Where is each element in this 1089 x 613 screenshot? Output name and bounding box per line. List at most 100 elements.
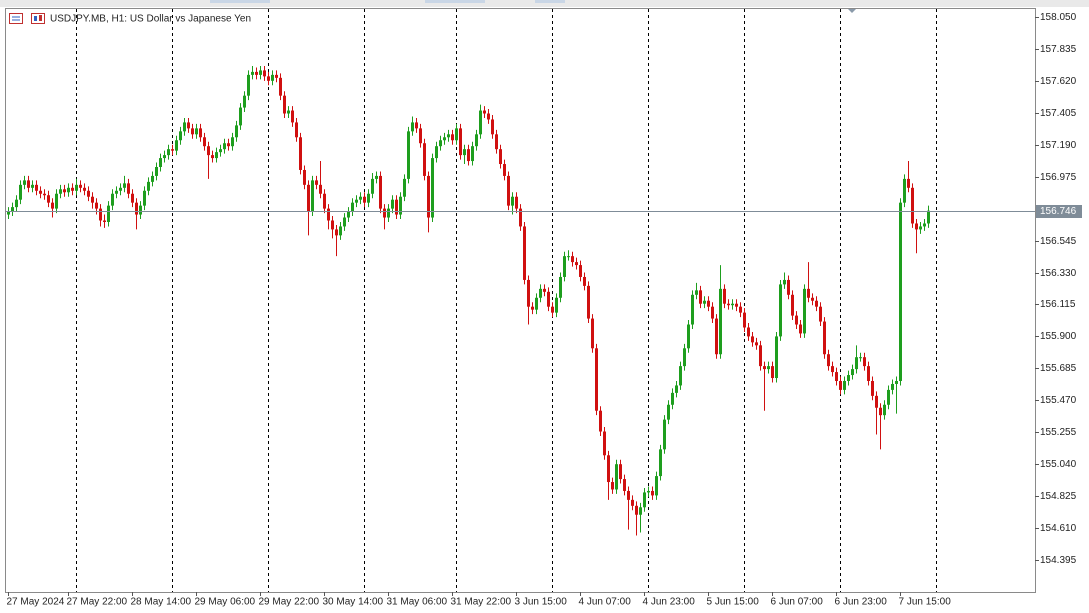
candle-body (847, 375, 850, 381)
candle-body (543, 288, 546, 292)
candle-body (811, 297, 814, 301)
candle-body (263, 70, 266, 77)
candle-body (311, 180, 314, 212)
x-tick-label: 27 May 22:00 (67, 597, 128, 608)
candle-body (895, 380, 898, 384)
candle-body (427, 175, 430, 218)
icon[interactable] (9, 13, 23, 24)
candle-body (495, 134, 498, 150)
x-tick-label: 30 May 14:00 (323, 597, 384, 608)
tab[interactable] (210, 0, 270, 3)
candle-body (443, 137, 446, 141)
tab[interactable] (425, 0, 485, 3)
candle-body (283, 95, 286, 114)
candle-body (383, 208, 386, 218)
candle-body (567, 256, 570, 258)
candle-body (739, 306, 742, 313)
candle-body (883, 404, 886, 416)
y-tick-label: 155.470 (1040, 395, 1077, 406)
candle-body (315, 180, 318, 185)
candle-body (171, 149, 174, 151)
x-tick-label: 3 Jun 15:00 (515, 597, 568, 608)
candle-body (191, 128, 194, 135)
candle-body (835, 372, 838, 381)
candle-body (879, 407, 882, 416)
tab[interactable] (535, 0, 565, 3)
candle-body (719, 288, 722, 355)
candle-body (135, 202, 138, 215)
candle-body (599, 410, 602, 432)
candle-body (255, 71, 258, 75)
candle-body (75, 184, 78, 191)
candle-body (771, 366, 774, 379)
candle-body (491, 119, 494, 135)
candles (7, 65, 930, 536)
candle-body (563, 256, 566, 277)
candle-body (139, 205, 142, 215)
candle-body (391, 199, 394, 209)
candle-body (91, 196, 94, 203)
candle-body (235, 125, 238, 138)
symbol-icons (9, 13, 45, 24)
x-tick-label: 27 May 2024 (7, 597, 65, 608)
candle-body (727, 303, 730, 306)
candle-body (763, 366, 766, 370)
chart-title: USDJPY.MB, H1: US Dollar vs Japanese Yen (50, 14, 251, 25)
candle-body (143, 190, 146, 206)
candle-body (439, 140, 442, 147)
candle-body (167, 149, 170, 156)
candle-body (323, 193, 326, 209)
candle-body (307, 184, 310, 212)
x-tick-label: 7 Jun 15:00 (899, 597, 952, 608)
candle-body (179, 131, 182, 141)
candle-body (911, 187, 914, 224)
candle-body (395, 199, 398, 215)
candle-body (639, 507, 642, 515)
candle-body (515, 196, 518, 209)
candle-body (659, 449, 662, 477)
candle-body (239, 107, 242, 126)
candle-body (527, 279, 530, 307)
candle-body (295, 122, 298, 138)
candle-body (95, 202, 98, 209)
candle-body (83, 187, 86, 191)
candle-body (483, 110, 486, 114)
candle-body (703, 300, 706, 304)
candle-body (779, 284, 782, 337)
candle-body (243, 95, 246, 108)
candle-body (899, 202, 902, 381)
candle-body (475, 134, 478, 147)
candle-body (267, 76, 270, 81)
y-tick-label: 157.835 (1040, 44, 1077, 55)
candle-body (87, 190, 90, 197)
y-tick-label: 157.190 (1040, 140, 1077, 151)
shift-marker[interactable] (848, 9, 856, 13)
candle-body (655, 476, 658, 496)
x-tick-label: 4 Jun 07:00 (579, 597, 632, 608)
candle-body (207, 146, 210, 156)
period-separators (76, 9, 937, 592)
candle-body (827, 354, 830, 367)
candle-body (151, 175, 154, 182)
y-tick-label: 154.610 (1040, 523, 1077, 534)
candle-body (115, 190, 118, 194)
candle-body (683, 348, 686, 367)
icon[interactable] (31, 13, 45, 24)
y-tick-label: 155.685 (1040, 363, 1077, 374)
candle-body (147, 181, 150, 191)
candle-body (259, 70, 262, 75)
candle-body (355, 199, 358, 203)
candle-body (335, 229, 338, 236)
candle-body (843, 380, 846, 390)
candle-body (227, 143, 230, 147)
plot-area (5, 8, 1036, 593)
candle-body (651, 490, 654, 496)
candle-body (507, 175, 510, 206)
candle-body (611, 482, 614, 490)
candle-body (591, 318, 594, 349)
candle-body (67, 187, 70, 193)
x-tick-label: 5 Jun 15:00 (707, 597, 760, 608)
candle-body (511, 196, 514, 206)
y-tick-label: 156.975 (1040, 172, 1077, 183)
candle-body (819, 306, 822, 322)
